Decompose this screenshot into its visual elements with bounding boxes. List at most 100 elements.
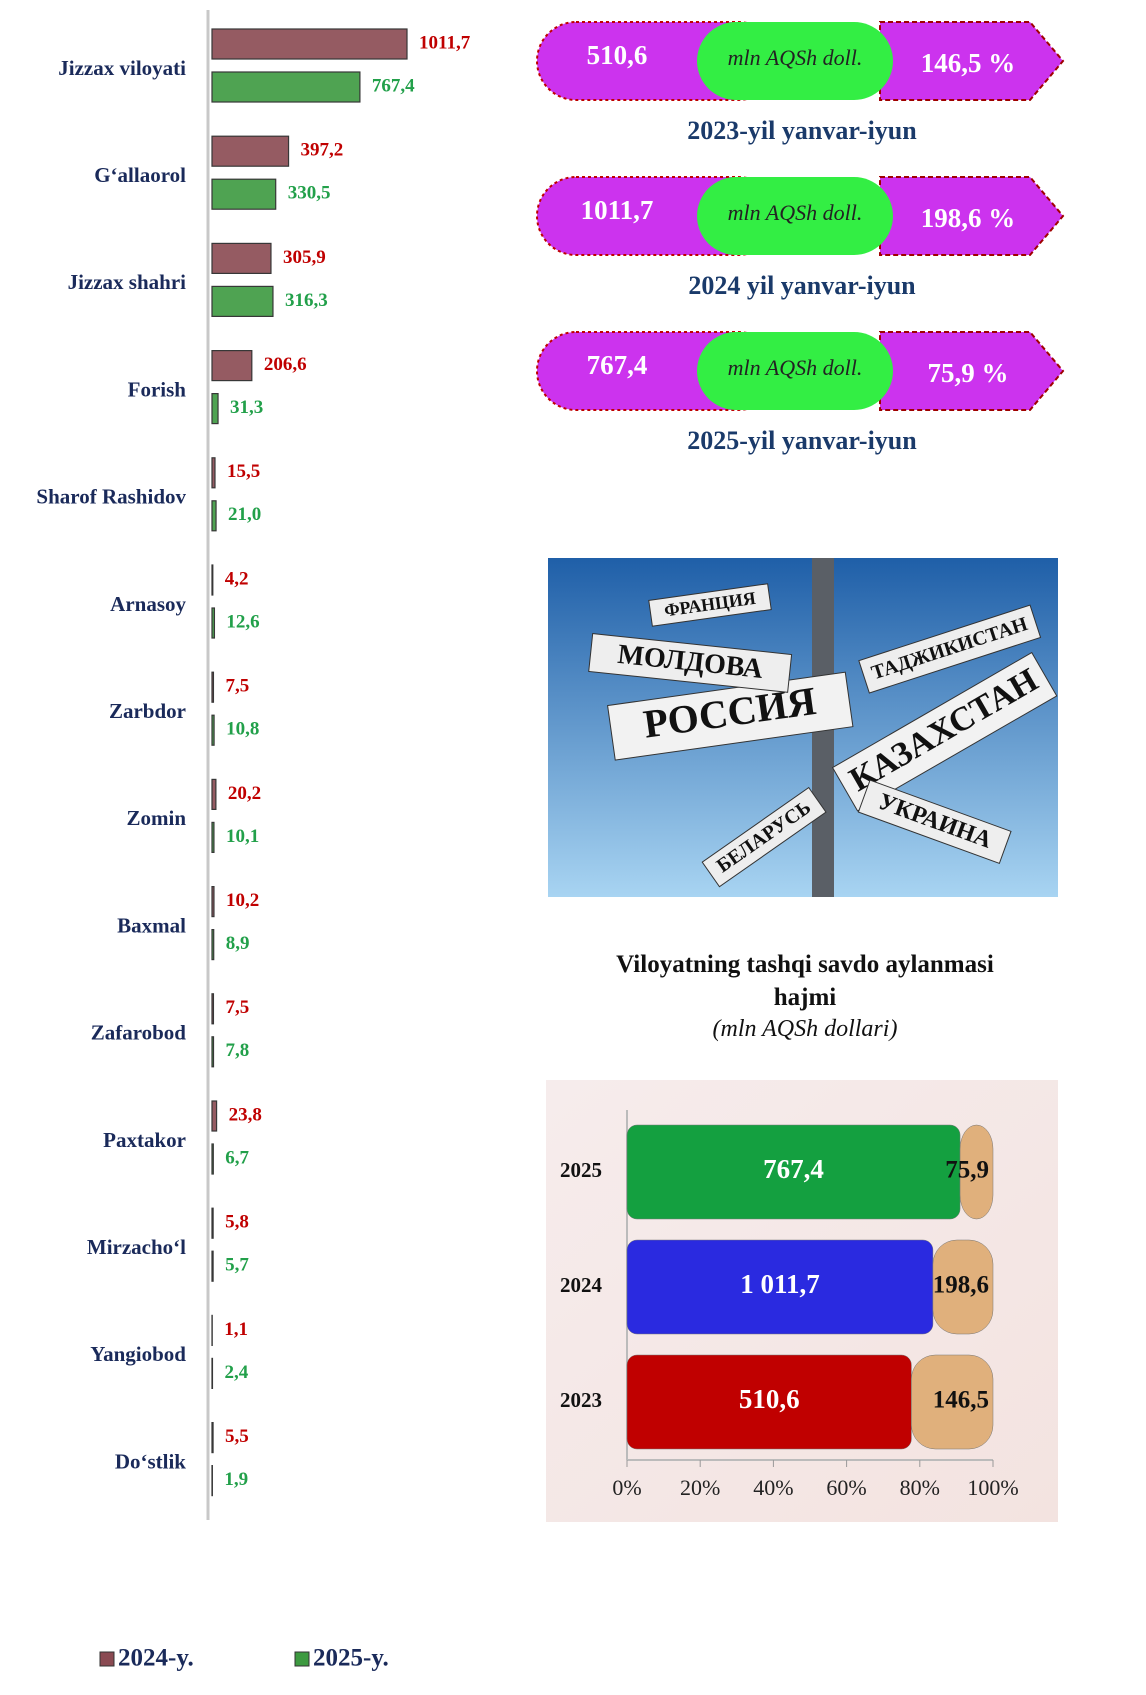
bar <box>212 608 214 638</box>
bar <box>212 1423 213 1453</box>
bar <box>212 179 276 209</box>
value-label: 20,2 <box>228 783 261 804</box>
bar <box>212 394 218 424</box>
bar <box>212 458 215 488</box>
legend-label: 2024-y. <box>118 1645 194 1672</box>
bar <box>212 1144 213 1174</box>
value-label: 75,9 <box>945 1157 989 1184</box>
bar <box>212 136 289 166</box>
summary-card: 1011,7 mln AQSh doll. 198,6 % 2024 yil yanv… <box>537 177 1063 300</box>
card-value: 510,6 <box>587 40 648 70</box>
bar <box>212 1037 214 1067</box>
value-label: 1,1 <box>224 1319 248 1340</box>
y-tick-label: Zomin <box>126 806 186 830</box>
value-label: 397,2 <box>301 140 344 161</box>
legend-swatch <box>295 1652 309 1666</box>
y-tick-label: Do‘stlik <box>115 1449 186 1473</box>
value-label: 21,0 <box>228 504 261 525</box>
bar <box>212 286 273 316</box>
y-tick-label: Baxmal <box>117 913 186 937</box>
y-tick-label: 2023 <box>560 1388 602 1412</box>
value-label: 7,8 <box>226 1040 250 1061</box>
bar <box>212 1101 217 1131</box>
card-unit: mln AQSh doll. <box>728 200 863 225</box>
y-tick-label: Arnasoy <box>110 592 186 616</box>
card-unit: mln AQSh doll. <box>728 45 863 70</box>
y-tick-label: 2025 <box>560 1158 602 1182</box>
bar <box>212 672 213 702</box>
value-label: 10,8 <box>226 719 259 740</box>
value-label: 330,5 <box>288 183 331 204</box>
chart-subtitle: (mln AQSh dollari) <box>600 1016 1010 1043</box>
card-period: 2023-yil yanvar-iyun <box>687 116 917 145</box>
y-tick-label: Forish <box>128 377 187 401</box>
y-tick-label: Mirzacho‘l <box>87 1235 186 1259</box>
bar <box>212 351 252 381</box>
bar <box>212 501 216 531</box>
value-label: 510,6 <box>739 1384 800 1414</box>
value-label: 7,5 <box>225 997 249 1018</box>
value-label: 23,8 <box>229 1104 262 1125</box>
value-label: 7,5 <box>225 676 249 697</box>
bar <box>212 243 271 273</box>
bar <box>212 887 214 917</box>
value-label: 767,4 <box>372 75 415 96</box>
bar <box>212 1208 213 1238</box>
value-label: 316,3 <box>285 290 328 311</box>
value-label: 1,9 <box>224 1469 248 1490</box>
value-label: 1 011,7 <box>740 1269 820 1299</box>
card-change: 198,6 % <box>921 203 1016 233</box>
value-label: 10,2 <box>226 890 259 911</box>
y-tick-label: Sharof Rashidov <box>36 485 186 509</box>
y-tick-label: 2024 <box>560 1273 603 1297</box>
value-label: 5,5 <box>225 1426 249 1447</box>
card-value: 767,4 <box>587 350 648 380</box>
bar <box>212 29 407 59</box>
x-tick-label: 40% <box>753 1475 793 1500</box>
value-label: 305,9 <box>283 247 326 268</box>
card-period: 2024 yil yanvar-iyun <box>688 271 916 300</box>
value-label: 6,7 <box>225 1147 249 1168</box>
value-label: 15,5 <box>227 461 260 482</box>
y-tick-label: Zafarobod <box>91 1021 187 1045</box>
card-period: 2025-yil yanvar-iyun <box>687 426 917 455</box>
card-value: 1011,7 <box>581 195 654 225</box>
value-label: 198,6 <box>933 1272 989 1299</box>
bar <box>212 1251 213 1281</box>
y-tick-label: G‘allaorol <box>94 163 186 187</box>
card-unit: mln AQSh doll. <box>728 355 863 380</box>
value-label: 206,6 <box>264 354 307 375</box>
value-label: 2,4 <box>224 1362 248 1383</box>
bar <box>212 72 360 102</box>
legend-swatch <box>100 1652 114 1666</box>
bar <box>212 779 216 809</box>
y-tick-label: Zarbdor <box>109 699 186 723</box>
bar <box>212 930 214 960</box>
value-label: 31,3 <box>230 397 263 418</box>
value-label: 10,1 <box>226 826 259 847</box>
y-tick-label: Jizzax viloyati <box>58 56 186 80</box>
chart-title: Viloyatning tashqi savdo aylanmasi hajmi <box>600 948 1010 1014</box>
value-label: 5,8 <box>225 1212 249 1233</box>
x-tick-label: 80% <box>900 1475 940 1500</box>
bar <box>212 715 214 745</box>
photo: РОССИЯ КАЗАХСТАН МОЛДОВА ТАДЖИКИСТАН УКР… <box>548 558 1058 897</box>
bar <box>212 994 213 1024</box>
x-tick-label: 100% <box>967 1475 1018 1500</box>
x-tick-label: 0% <box>612 1475 641 1500</box>
value-label: 4,2 <box>225 568 249 589</box>
value-label: 12,6 <box>226 611 259 632</box>
value-label: 1011,7 <box>419 32 471 53</box>
bar <box>212 822 214 852</box>
y-tick-label: Yangiobod <box>90 1342 186 1366</box>
value-label: 5,7 <box>225 1255 249 1276</box>
value-label: 8,9 <box>226 933 250 954</box>
value-label: 767,4 <box>763 1154 824 1184</box>
x-tick-label: 20% <box>680 1475 720 1500</box>
y-tick-label: Jizzax shahri <box>68 270 187 294</box>
y-tick-label: Paxtakor <box>103 1128 186 1152</box>
